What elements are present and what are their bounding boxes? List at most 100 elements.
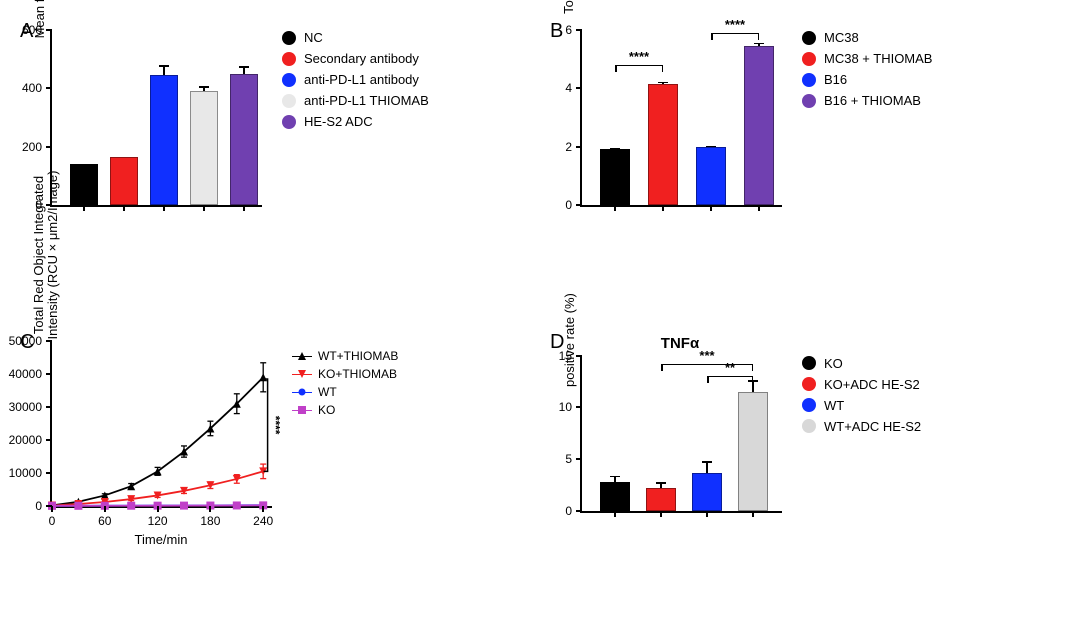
legend-text: WT (824, 398, 844, 413)
legend-item: HE-S2 ADC (282, 114, 429, 129)
ytick-label: 2 (565, 140, 582, 154)
legend-text: HE-S2 ADC (304, 114, 373, 129)
panel-a: A Mean fluorescence intensity 0200400600… (20, 20, 530, 291)
panel-b-label: B (550, 20, 563, 43)
ytick-label: 40000 (9, 367, 52, 381)
significance-bracket (711, 33, 759, 34)
figure-grid: A Mean fluorescence intensity 0200400600… (20, 20, 1060, 601)
xtick-label: 180 (200, 506, 220, 528)
legend-text: MC38 (824, 30, 859, 45)
panel-b-plot: 0246******** (580, 30, 782, 207)
panel-c: C Total Red Object Integrated Intensity … (20, 331, 530, 602)
legend-text: anti-PD-L1 antibody (304, 72, 419, 87)
legend-text: MC38 + THIOMAB (824, 51, 932, 66)
xtick (203, 205, 205, 211)
significance-bracket (661, 364, 753, 365)
error-cap (239, 66, 249, 68)
xtick (706, 511, 708, 517)
error-cap (610, 476, 620, 478)
legend-text: KO+THIOMAB (318, 367, 397, 381)
error-cap (706, 146, 716, 148)
panel-c-plot: **** 01000020000300004000050000060120180… (50, 341, 272, 508)
xtick (83, 205, 85, 211)
legend-item: MC38 (802, 30, 932, 45)
panel-c-ylabel-2: Intensity (RCU × μm2/Image) (45, 171, 60, 340)
error-cap (656, 482, 666, 484)
xtick-label: 0 (49, 506, 56, 528)
ytick-label: 600 (22, 23, 52, 37)
legend-item: KO (802, 356, 921, 371)
bar (150, 75, 178, 205)
panel-c-legend: WT+THIOMABKO+THIOMABWTKO (292, 349, 398, 421)
ytick-label: 400 (22, 81, 52, 95)
panel-c-ylabel-1: Total Red Object Integrated (31, 176, 46, 334)
significance-bracket (707, 376, 753, 377)
bar (744, 46, 774, 205)
legend-text: Secondary antibody (304, 51, 419, 66)
bar (110, 157, 138, 205)
legend-item: WT+ADC HE-S2 (802, 419, 921, 434)
error-bar (163, 65, 165, 75)
bar (190, 91, 218, 205)
error-cap (199, 86, 209, 88)
legend-item: anti-PD-L1 antibody (282, 72, 429, 87)
error-cap (748, 380, 758, 382)
significance-bracket (615, 65, 663, 66)
significance-label: **** (725, 17, 745, 32)
legend-text: B16 (824, 72, 847, 87)
panel-b-ylabel-1: Total Red Object Integrated Intensity (561, 0, 576, 13)
legend-item: NC (282, 30, 429, 45)
ytick-label: 200 (22, 140, 52, 154)
legend-text: KO+ADC HE-S2 (824, 377, 920, 392)
legend-item: WT (292, 385, 398, 399)
svg-text:****: **** (269, 415, 283, 434)
significance-label: **** (629, 49, 649, 64)
ytick-label: 20000 (9, 433, 52, 447)
bar (230, 74, 258, 205)
significance-label: ** (725, 360, 735, 375)
legend-swatch (802, 94, 816, 108)
panel-c-xlabel: Time/min (135, 508, 188, 547)
xtick (163, 205, 165, 211)
ytick-label: 10000 (9, 466, 52, 480)
legend-item: KO+ADC HE-S2 (802, 377, 921, 392)
legend-text: anti-PD-L1 THIOMAB (304, 93, 429, 108)
ytick-label: 5 (565, 452, 582, 466)
panel-d-legend: KO KO+ADC HE-S2 WT WT+ADC HE-S2 (802, 356, 921, 440)
ytick-label: 50000 (9, 334, 52, 348)
panel-d-title: TNFα (580, 335, 780, 352)
legend-swatch (282, 31, 296, 45)
xtick (752, 511, 754, 517)
legend-item: WT (802, 398, 921, 413)
significance-label: *** (699, 348, 714, 363)
legend-swatch (802, 73, 816, 87)
legend-swatch (802, 52, 816, 66)
panel-a-plot: 0200400600 (50, 30, 262, 207)
legend-swatch (282, 115, 296, 129)
error-cap (610, 148, 620, 150)
legend-text: B16 + THIOMAB (824, 93, 921, 108)
panel-b: B Total Red Object Integrated Intensity … (550, 20, 1060, 291)
legend-swatch (282, 94, 296, 108)
panel-a-legend: NC Secondary antibody anti-PD-L1 antibody a… (282, 30, 429, 135)
legend-text: KO (824, 356, 843, 371)
panel-b-ylabel: Total Red Object Integrated Intensity Lo… (562, 0, 591, 13)
bar (738, 392, 768, 511)
panel-d: D TNFα positive rate (%) 051015***** KOK… (550, 331, 1060, 602)
bar (70, 164, 98, 205)
bar (646, 488, 676, 511)
xtick-label: 60 (98, 506, 111, 528)
legend-item: Secondary antibody (282, 51, 429, 66)
ytick-label: 0 (565, 504, 582, 518)
legend-swatch (802, 398, 816, 412)
ytick-label: 10 (559, 400, 582, 414)
panel-d-plot: 051015***** (580, 356, 782, 513)
legend-item: WT+THIOMAB (292, 349, 398, 363)
legend-item: B16 + THIOMAB (802, 93, 932, 108)
xtick (243, 205, 245, 211)
panel-b-legend: MC38 MC38 + THIOMAB B16 B16 + THIOMAB (802, 30, 932, 114)
xtick (710, 205, 712, 211)
panel-d-ylabel: positive rate (%) (562, 293, 577, 387)
error-cap (159, 65, 169, 67)
xtick (614, 511, 616, 517)
